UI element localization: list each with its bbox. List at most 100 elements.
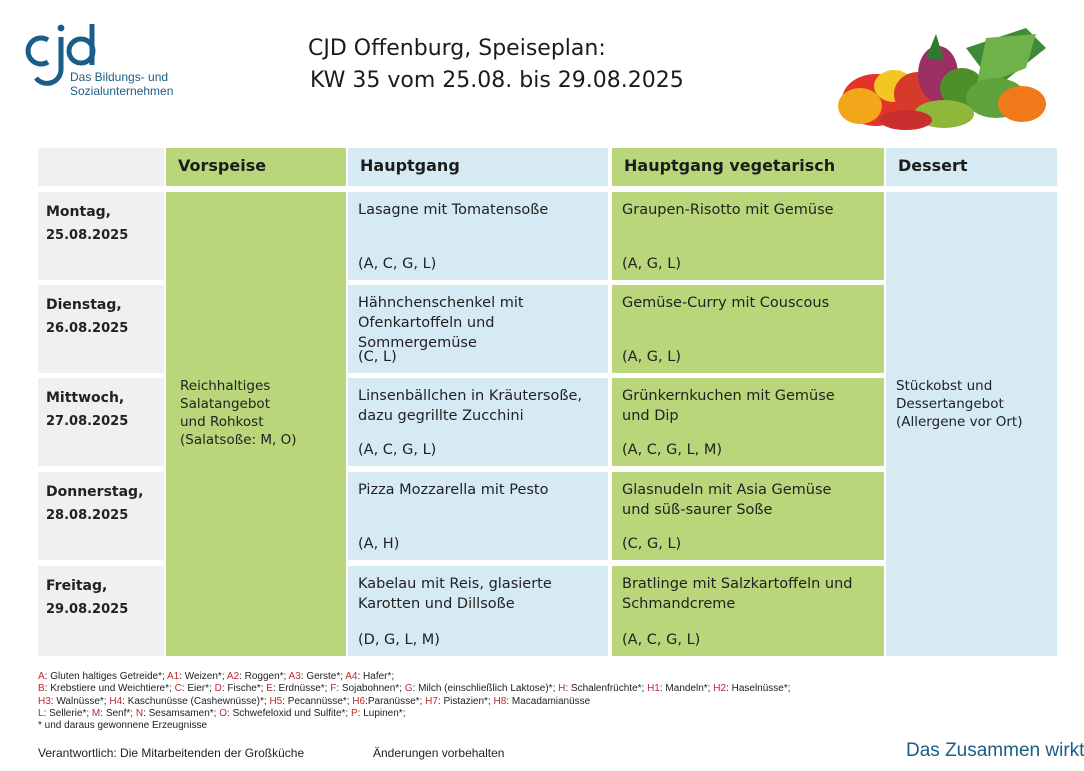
main-dish-line: Kabelau mit Reis, glasierte: [358, 576, 552, 592]
allergen-code: G: [404, 683, 413, 695]
allergen-code: H: [558, 683, 566, 695]
title-line2: KW 35 vom 25.08. bis 29.08.2025: [310, 68, 684, 93]
allergen-text: : Walnüsse*;: [50, 695, 110, 707]
vorspeise-line: Reichhaltiges: [180, 378, 271, 394]
allergen-text: : Sesamsamen*;: [143, 707, 220, 719]
allergen-text: : Roggen*;: [239, 671, 289, 682]
header-dessert: Dessert: [886, 148, 1057, 186]
allergen-text: : Macadamianüsse: [506, 695, 591, 707]
allergen-text: : Schalenfrüchte*;: [565, 683, 648, 695]
allergen-text: : Gluten haltiges Getreide*;: [44, 671, 167, 682]
main-dish-cell: Hähnchenschenkel mit Ofenkartoffeln und …: [348, 285, 608, 373]
allergen-text: : Sojabohnen*;: [336, 683, 405, 695]
allergen-code: H3: [38, 695, 51, 707]
main-allergens: (A, C, G, L): [358, 442, 437, 458]
main-allergens: (A, C, G, L): [358, 256, 437, 272]
legend-line: H3: Walnüsse*; H4: Kaschunüsse (Cashewnü…: [38, 696, 791, 708]
cjd-logo: Das Bildungs- und Sozialunternehmen: [24, 18, 194, 100]
vorspeise-cell: Reichhaltiges Salatangebot und Rohkost (…: [166, 192, 346, 656]
veg-dish-line: und süß-saurer Soße: [622, 502, 773, 518]
veg-dish-line: Glasnudeln mit Asia Gemüse: [622, 482, 832, 498]
allergen-text: : Schwefeloxid und Sulfite*;: [227, 707, 351, 719]
vegetables-image: [838, 28, 1046, 130]
logo-subtitle-line1: Das Bildungs- und: [70, 70, 169, 84]
main-dish-cell: Pizza Mozzarella mit Pesto (A, H): [348, 472, 608, 560]
main-dish-line: dazu gegrillte Zucchini: [358, 408, 524, 424]
day-date: 28.08.2025: [46, 508, 129, 523]
vorspeise-line: Salatangebot: [180, 396, 270, 412]
allergen-text: : Sellerie*;: [43, 707, 92, 719]
day-date: 27.08.2025: [46, 414, 129, 429]
allergen-code: N: [135, 707, 144, 719]
veg-dish-line: Graupen-Risotto mit Gemüse: [622, 202, 834, 218]
allergen-code: A: [38, 671, 45, 682]
allergen-text: : Kaschunüsse (Cashewnüsse)*;: [122, 695, 270, 707]
day-name: Dienstag,: [46, 297, 122, 313]
allergen-text: : Gerste*;: [300, 671, 346, 682]
allergen-text: : Lupinen*;: [357, 707, 406, 719]
slogan: Das Zusammen wirkt.: [906, 740, 1084, 761]
main-allergens: (A, H): [358, 536, 400, 552]
allergen-code: M: [91, 707, 101, 719]
veg-allergens: (A, C, G, L): [622, 632, 701, 648]
main-dish-line: Karotten und Dillsoße: [358, 596, 515, 612]
allergen-text: : Weizen*;: [179, 671, 227, 682]
main-dish-cell: Lasagne mit Tomatensoße (A, C, G, L): [348, 192, 608, 280]
allergen-code: O: [219, 707, 228, 719]
dessert-line: (Allergene vor Ort): [896, 414, 1023, 430]
veg-allergens: (A, G, L): [622, 349, 681, 365]
allergen-text: : Krebstiere und Weichtiere*;: [44, 683, 175, 695]
veg-allergens: (C, G, L): [622, 536, 682, 552]
allergen-text: : Haselnüsse*;: [726, 683, 791, 695]
main-dish-line: Linsenbällchen in Kräutersoße,: [358, 388, 583, 404]
main-allergens: (D, G, L, M): [358, 632, 440, 648]
logo-subtitle-line2: Sozialunternehmen: [70, 84, 174, 98]
allergen-code: H5: [269, 695, 283, 707]
allergen-text: : Hafer*;: [357, 671, 395, 682]
allergen-code: B: [38, 683, 45, 695]
cjd-logo-mark-icon: [25, 24, 96, 86]
allergen-text: : Pistazien*;: [437, 695, 494, 707]
veg-dish-line: Schmandcreme: [622, 596, 736, 612]
main-dish-line: Pizza Mozzarella mit Pesto: [358, 482, 549, 498]
main-allergens: (C, L): [358, 349, 397, 365]
main-dish-line: Sommergemüse: [358, 335, 477, 351]
day-name: Freitag,: [46, 578, 108, 594]
allergen-text: : Eier*;: [181, 683, 215, 695]
main-dish-line: Ofenkartoffeln und: [358, 315, 495, 331]
legend-line: B: Krebstiere und Weichtiere*; C: Eier*;…: [38, 683, 791, 695]
veg-dish-cell: Grünkernkuchen mit Gemüse und Dip (A, C,…: [612, 378, 884, 466]
veg-dish-line: Bratlinge mit Salzkartoffeln und: [622, 576, 853, 592]
legend-line: A: Gluten haltiges Getreide*; A1: Weizen…: [38, 671, 791, 683]
day-date: 26.08.2025: [46, 321, 129, 336]
allergen-code: A2: [226, 671, 240, 682]
header-empty-cell: [38, 148, 164, 186]
allergen-code: H4: [109, 695, 123, 707]
footer-changes: Änderungen vorbehalten: [373, 746, 505, 760]
footer-responsible: Verantwortlich: Die Mitarbeitenden der G…: [38, 746, 305, 760]
dessert-line: Stückobst und: [896, 378, 993, 394]
allergen-code: H6: [352, 695, 366, 707]
legend-footnote: * und daraus gewonnene Erzeugnisse: [38, 720, 208, 732]
day-name: Montag,: [46, 204, 111, 220]
page-title: CJD Offenburg, Speiseplan: KW 35 vom 25.…: [308, 34, 684, 93]
allergen-text: : Erdnüsse*;: [272, 683, 331, 695]
veg-allergens: (A, G, L): [622, 256, 681, 272]
allergen-code: H8: [493, 695, 507, 707]
allergen-text: : Milch (einschließlich Laktose)*;: [412, 683, 559, 695]
allergen-text: : Fische*;: [221, 683, 267, 695]
day-cell: Mittwoch, 27.08.2025: [38, 378, 164, 466]
main-dish-line: Lasagne mit Tomatensoße: [358, 202, 549, 218]
veg-dish-line: und Dip: [622, 408, 679, 424]
allergen-code: A4: [345, 671, 358, 682]
allergen-code: E: [266, 683, 273, 695]
veg-dish-line: Grünkernkuchen mit Gemüse: [622, 388, 835, 404]
header-hauptgang: Hauptgang: [348, 148, 608, 186]
allergen-text: : Senf*;: [100, 707, 136, 719]
legend-line: L: Sellerie*; M: Senf*; N: Sesamsamen*; …: [38, 708, 791, 720]
allergen-code: H2: [713, 683, 727, 695]
title-line1: CJD Offenburg, Speiseplan:: [308, 36, 606, 61]
allergen-code: H7: [425, 695, 438, 707]
day-name: Mittwoch,: [46, 390, 125, 406]
allergen-code: C: [174, 683, 182, 695]
